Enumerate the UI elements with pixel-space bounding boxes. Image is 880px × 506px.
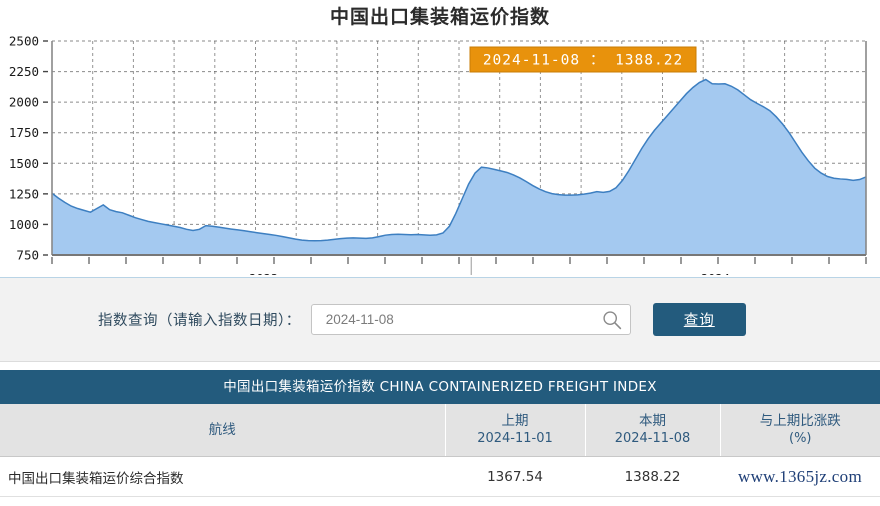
cell-current: 1388.22 <box>585 456 720 497</box>
query-bar: 指数查询（请输入指数日期）： 查询 <box>0 277 880 362</box>
col-header-current-date: 2024-11-08 <box>614 431 691 446</box>
table-body: 中国出口集装箱运价综合指数 1367.54 1388.22 www.1365jz… <box>0 456 880 497</box>
col-header-previous-date: 2024-11-01 <box>477 431 553 446</box>
query-label: 指数查询（请输入指数日期）： <box>98 313 301 329</box>
search-icon[interactable] <box>602 310 622 330</box>
cell-change: www.1365jz.com <box>720 456 880 497</box>
table-header-row: 航线 上期 2024-11-01 本期 2024-11-08 与上期比涨跌 (%… <box>0 404 880 457</box>
svg-text:2500: 2500 <box>9 34 39 49</box>
chart-title: 中国出口集装箱运价指数 <box>329 6 550 28</box>
col-header-route[interactable]: 航线 <box>0 404 446 457</box>
svg-text:750: 750 <box>16 248 39 263</box>
cell-previous: 1367.54 <box>445 456 585 497</box>
table-row[interactable]: 中国出口集装箱运价综合指数 1367.54 1388.22 www.1365jz… <box>0 456 880 497</box>
table-title-bar: 中国出口集装箱运价指数 CHINA CONTAINERIZED FREIGHT … <box>0 370 880 404</box>
svg-text:1750: 1750 <box>9 125 39 140</box>
svg-text:1500: 1500 <box>9 156 39 171</box>
index-area-chart[interactable]: 750 1000 1250 1500 1750 2000 2250 2500 2023 2024 2… <box>0 30 880 275</box>
svg-text:2000: 2000 <box>9 95 39 110</box>
cell-route: 中国出口集装箱运价综合指数 <box>0 456 445 497</box>
col-header-route-main: 航线 <box>208 422 236 438</box>
index-table: 中国出口集装箱运价指数 CHINA CONTAINERIZED FREIGHT … <box>0 363 880 497</box>
col-header-current[interactable]: 本期 2024-11-08 <box>585 404 721 457</box>
svg-text:2023: 2023 <box>249 272 278 275</box>
chart-block: 中国出口集装箱运价指数 750 1000 1250 1500 1750 2000 2250 2… <box>0 6 880 275</box>
query-submit-button[interactable]: 查询 <box>652 303 746 336</box>
search-input[interactable] <box>323 305 600 334</box>
chart-plot-area[interactable]: 750 1000 1250 1500 1750 2000 2250 2500 2023 2024 2… <box>0 30 880 275</box>
index-table-grid: 航线 上期 2024-11-01 本期 2024-11-08 与上期比涨跌 (%… <box>0 404 880 497</box>
date-input-wrapper[interactable] <box>310 304 631 335</box>
svg-text:2250: 2250 <box>9 64 39 79</box>
svg-text:2024-11-08 ： 1388.22: 2024-11-08 ： 1388.22 <box>483 53 683 69</box>
svg-text:2024: 2024 <box>701 272 730 275</box>
table-header: 航线 上期 2024-11-01 本期 2024-11-08 与上期比涨跌 (%… <box>0 404 880 457</box>
site-watermark: www.1365jz.com <box>738 466 862 486</box>
svg-text:1000: 1000 <box>9 217 39 232</box>
query-submit-label: 查询 <box>683 313 715 329</box>
table-top-spacer <box>0 363 880 370</box>
col-header-current-main: 本期 <box>639 413 666 429</box>
col-header-previous-main: 上期 <box>501 413 529 429</box>
col-header-change-unit: (%) <box>789 431 812 446</box>
svg-text:1250: 1250 <box>9 186 39 201</box>
col-header-previous[interactable]: 上期 2024-11-01 <box>445 404 586 457</box>
col-header-change-main: 与上期比涨跌 <box>759 413 841 429</box>
col-header-change[interactable]: 与上期比涨跌 (%) <box>720 404 880 457</box>
